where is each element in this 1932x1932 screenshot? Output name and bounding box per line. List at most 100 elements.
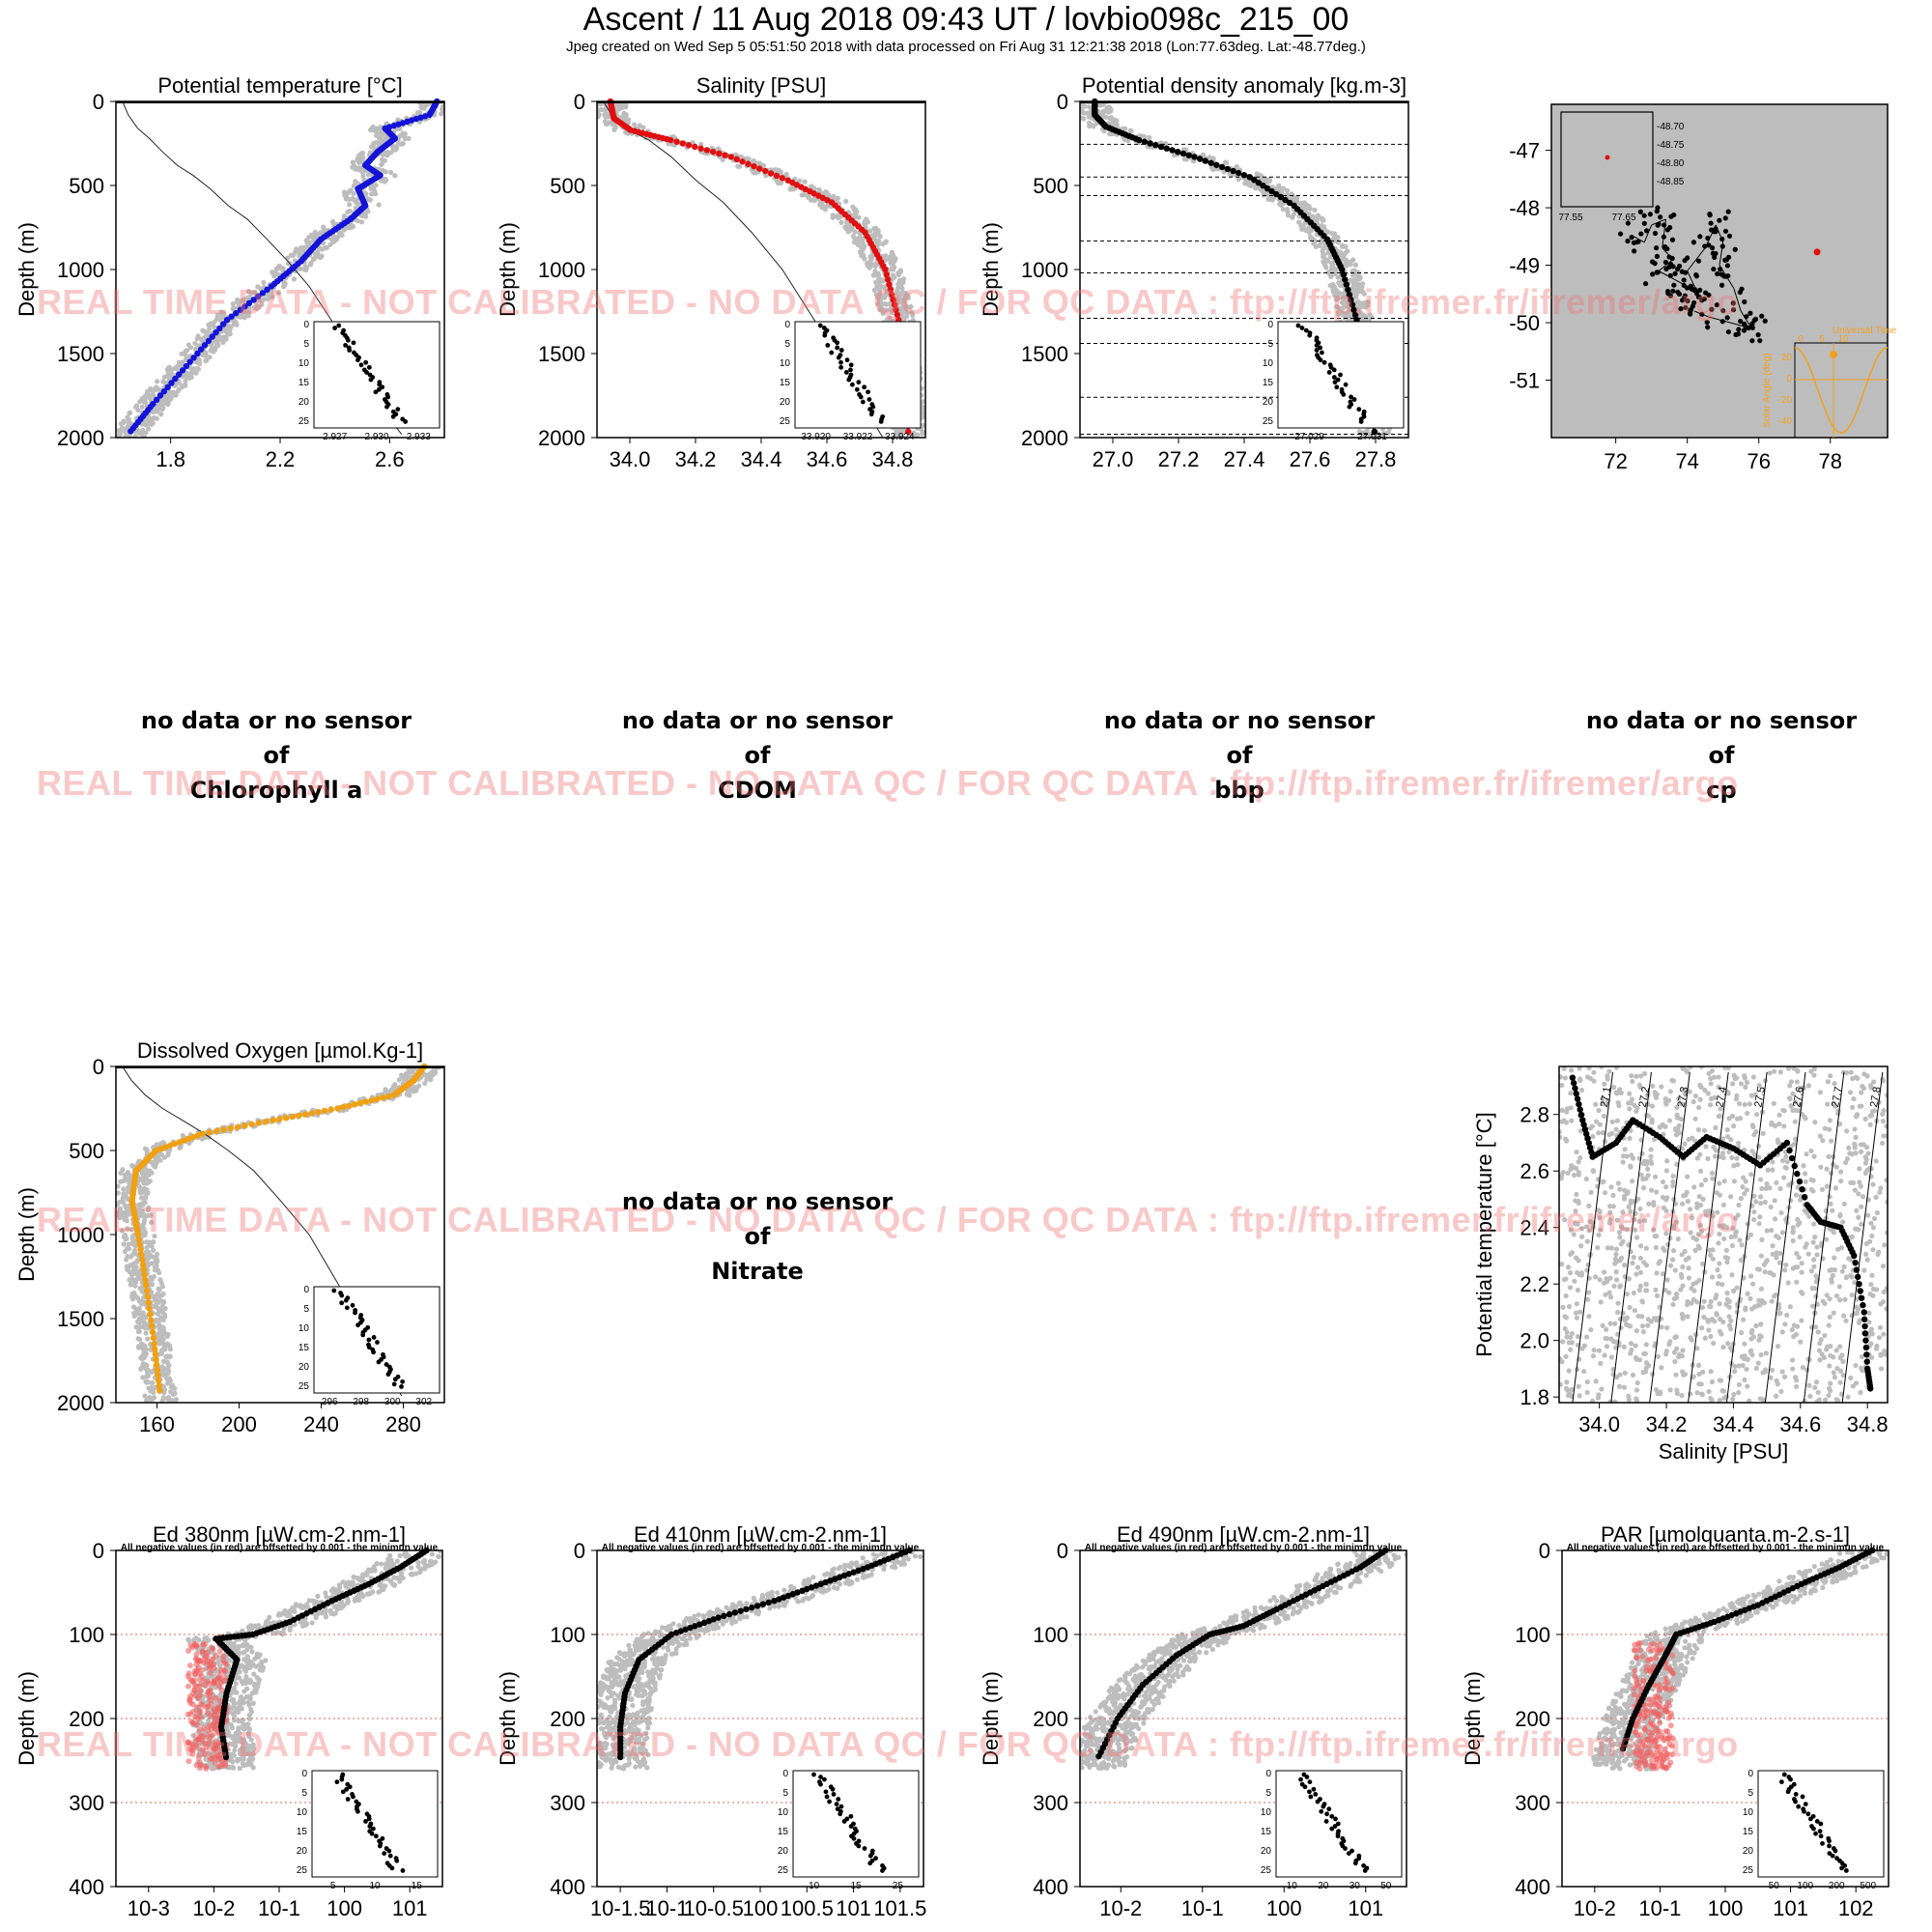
history-point — [342, 190, 348, 196]
history-point — [396, 1077, 402, 1083]
history-point — [127, 410, 133, 415]
y-axis-label: Depth (m) — [14, 222, 39, 317]
history-point — [415, 1559, 421, 1566]
history-point — [124, 1264, 129, 1269]
inset-point — [1349, 394, 1353, 400]
history-point — [143, 1253, 149, 1259]
history-point — [242, 315, 247, 321]
inset-point — [860, 399, 866, 405]
history-point — [1343, 300, 1349, 307]
history-point — [185, 1636, 191, 1642]
profile-point — [250, 297, 257, 303]
profile-point — [894, 311, 901, 319]
history-point — [140, 1375, 146, 1380]
inset-y-label: 15 — [1263, 378, 1274, 388]
history-point — [1332, 293, 1338, 298]
y-tick-label: 0 — [1057, 90, 1068, 114]
history-point — [877, 234, 883, 240]
profile-point — [1345, 286, 1351, 294]
history-point — [1333, 297, 1340, 302]
y-tick-label: 500 — [550, 174, 585, 198]
history-point — [116, 1210, 122, 1216]
history-point — [899, 430, 905, 436]
history-point — [381, 1586, 386, 1593]
history-point — [1352, 294, 1358, 299]
profile-point — [1196, 156, 1204, 162]
history-point — [1354, 289, 1360, 295]
chart-title: Potential density anomaly [kg.m-3] — [1082, 73, 1406, 98]
history-point — [175, 387, 182, 394]
history-point — [160, 1317, 166, 1323]
history-point — [124, 1245, 130, 1252]
history-point — [889, 266, 895, 271]
history-point — [875, 281, 881, 287]
history-point — [1332, 271, 1338, 277]
history-point — [844, 220, 850, 226]
history-point — [632, 122, 638, 128]
history-point — [303, 267, 309, 273]
history-point — [1312, 239, 1318, 244]
history-point — [865, 219, 871, 225]
history-point — [117, 1206, 124, 1211]
profile-point — [147, 1311, 154, 1318]
profile-point — [148, 1322, 156, 1330]
history-point — [421, 104, 427, 110]
history-point — [392, 145, 399, 151]
y-tick-label: 2000 — [57, 1391, 104, 1415]
history-point — [253, 304, 260, 310]
inset-point — [843, 370, 849, 375]
history-point — [1163, 141, 1169, 147]
history-point — [154, 409, 159, 414]
profile-point — [164, 384, 171, 390]
profile-point — [883, 271, 890, 278]
inset-point — [373, 389, 379, 395]
history-point — [895, 285, 901, 291]
history-point — [307, 240, 313, 245]
history-point — [347, 202, 353, 208]
history-point — [164, 1359, 170, 1365]
profile-point — [141, 1271, 148, 1278]
history-point — [121, 418, 127, 424]
history-point — [140, 1361, 146, 1367]
history-point — [173, 392, 179, 398]
history-point — [376, 202, 382, 208]
history-point — [391, 1084, 397, 1090]
history-point — [409, 1087, 415, 1094]
history-point — [138, 1366, 144, 1372]
history-point — [351, 1574, 356, 1580]
history-point — [1106, 104, 1112, 110]
history-point — [360, 155, 366, 160]
history-point — [316, 253, 322, 260]
inset-point — [339, 1300, 345, 1306]
history-point — [1309, 227, 1315, 234]
history-point — [1264, 178, 1270, 184]
history-point — [817, 200, 824, 206]
history-point — [890, 273, 896, 279]
history-point — [149, 1261, 155, 1266]
history-point — [145, 1373, 152, 1378]
history-point — [290, 1605, 296, 1610]
history-point — [232, 319, 238, 325]
history-point — [166, 364, 172, 370]
inset-point — [1332, 380, 1338, 385]
inset-point — [862, 384, 867, 390]
inset-x-label: 296 — [322, 1397, 338, 1407]
history-point — [245, 1664, 252, 1671]
history-point — [310, 234, 316, 240]
profile-point — [308, 1110, 315, 1117]
inset-point — [366, 1337, 372, 1343]
inset-point — [347, 348, 353, 353]
history-point — [237, 1669, 242, 1675]
history-point — [1333, 267, 1339, 273]
history-point — [637, 123, 642, 128]
history-point — [249, 1649, 255, 1655]
history-point — [383, 1087, 388, 1093]
history-point — [135, 1202, 142, 1208]
history-point — [425, 1074, 431, 1080]
profile-point — [321, 1107, 328, 1115]
history-point — [149, 386, 155, 392]
history-point — [119, 1228, 125, 1234]
history-point — [190, 1732, 196, 1739]
inset-y-label: 0 — [784, 320, 790, 330]
history-point — [192, 340, 198, 347]
